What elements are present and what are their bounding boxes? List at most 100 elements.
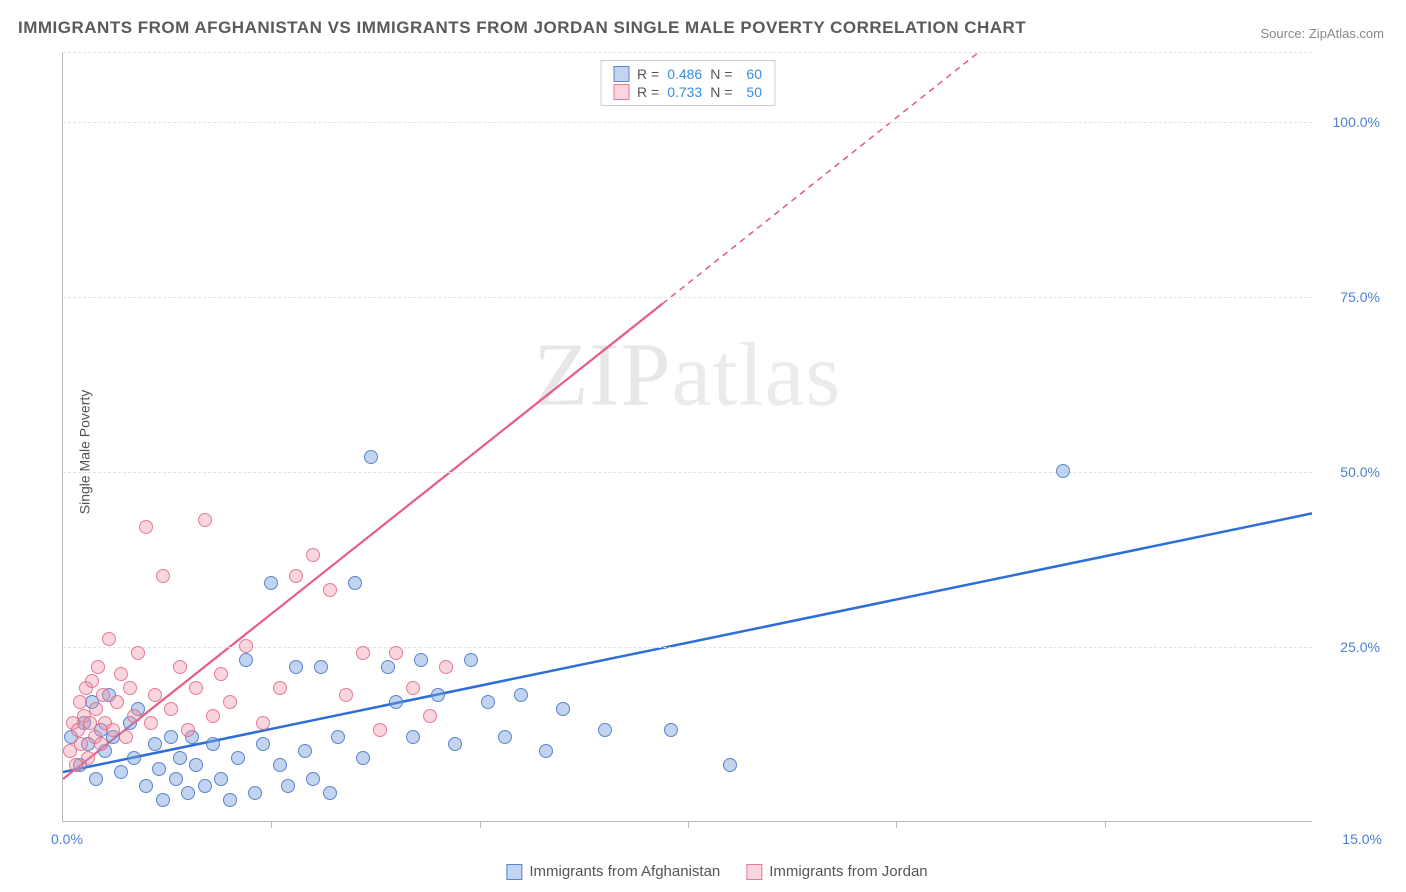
x-tick-end: 15.0% [1342,831,1382,847]
point-afghanistan [169,772,183,786]
point-afghanistan [314,660,328,674]
point-jordan [96,688,110,702]
point-jordan [198,513,212,527]
source-link[interactable]: ZipAtlas.com [1309,26,1384,41]
chart-title: IMMIGRANTS FROM AFGHANISTAN VS IMMIGRANT… [18,18,1026,38]
point-jordan [114,667,128,681]
x-tick-minor [896,821,897,828]
legend: Immigrants from Afghanistan Immigrants f… [506,863,927,880]
gridline-h [63,122,1312,123]
point-jordan [406,681,420,695]
point-jordan [256,716,270,730]
point-afghanistan [156,793,170,807]
point-afghanistan [256,737,270,751]
point-afghanistan [331,730,345,744]
legend-label-afghanistan: Immigrants from Afghanistan [529,863,720,880]
x-tick-minor [480,821,481,828]
stats-row-afghanistan: R = 0.486 N = 60 [613,65,762,83]
source-prefix: Source: [1260,26,1308,41]
point-afghanistan [514,688,528,702]
point-jordan [206,709,220,723]
gridline-h [63,472,1312,473]
y-tick-label: 100.0% [1320,114,1380,130]
point-jordan [119,730,133,744]
point-afghanistan [239,653,253,667]
y-tick-label: 25.0% [1320,639,1380,655]
point-afghanistan [198,779,212,793]
point-afghanistan [364,450,378,464]
x-tick-start: 0.0% [51,831,83,847]
point-jordan [89,702,103,716]
point-afghanistan [152,762,166,776]
point-afghanistan [248,786,262,800]
y-tick-label: 75.0% [1320,289,1380,305]
legend-item-jordan: Immigrants from Jordan [746,863,927,880]
y-tick-label: 50.0% [1320,464,1380,480]
point-afghanistan [406,730,420,744]
legend-swatch-jordan [746,864,762,880]
point-afghanistan [281,779,295,793]
n-value-afghanistan: 60 [746,66,762,82]
point-afghanistan [389,695,403,709]
point-jordan [181,723,195,737]
gridline-h [63,52,1312,53]
point-afghanistan [539,744,553,758]
point-afghanistan [381,660,395,674]
watermark-part2: atlas [672,325,842,424]
point-afghanistan [348,576,362,590]
point-afghanistan [498,730,512,744]
point-afghanistan [148,737,162,751]
point-afghanistan [598,723,612,737]
point-jordan [323,583,337,597]
point-jordan [423,709,437,723]
point-afghanistan [306,772,320,786]
point-jordan [214,667,228,681]
point-afghanistan [89,772,103,786]
watermark-part1: ZIP [534,325,672,424]
chart-container: Single Male Poverty ZIPatlas R = 0.486 N… [52,52,1382,852]
point-afghanistan [289,660,303,674]
point-jordan [289,569,303,583]
watermark: ZIPatlas [534,323,842,426]
trendlines-svg [63,52,1312,821]
point-afghanistan [127,751,141,765]
plot-area: ZIPatlas R = 0.486 N = 60 R = 0.733 N = … [62,52,1312,822]
point-jordan [85,674,99,688]
point-jordan [389,646,403,660]
point-jordan [102,632,116,646]
x-tick-minor [688,821,689,828]
point-jordan [439,660,453,674]
legend-label-jordan: Immigrants from Jordan [769,863,927,880]
r-label: R = [637,66,659,82]
r-label: R = [637,84,659,100]
n-label: N = [710,84,732,100]
point-jordan [339,688,353,702]
source-attribution: Source: ZipAtlas.com [1260,26,1384,41]
point-jordan [148,688,162,702]
point-jordan [91,660,105,674]
point-jordan [144,716,158,730]
n-label: N = [710,66,732,82]
r-value-jordan: 0.733 [667,84,702,100]
point-afghanistan [223,793,237,807]
point-jordan [139,520,153,534]
point-jordan [164,702,178,716]
point-jordan [94,737,108,751]
point-jordan [156,569,170,583]
point-jordan [110,695,124,709]
r-value-afghanistan: 0.486 [667,66,702,82]
point-afghanistan [139,779,153,793]
point-afghanistan [214,772,228,786]
point-afghanistan [464,653,478,667]
swatch-jordan [613,84,629,100]
point-afghanistan [414,653,428,667]
point-jordan [127,709,141,723]
point-afghanistan [264,576,278,590]
point-jordan [223,695,237,709]
point-afghanistan [664,723,678,737]
point-afghanistan [181,786,195,800]
gridline-h [63,297,1312,298]
point-afghanistan [356,751,370,765]
point-afghanistan [173,751,187,765]
point-jordan [173,660,187,674]
